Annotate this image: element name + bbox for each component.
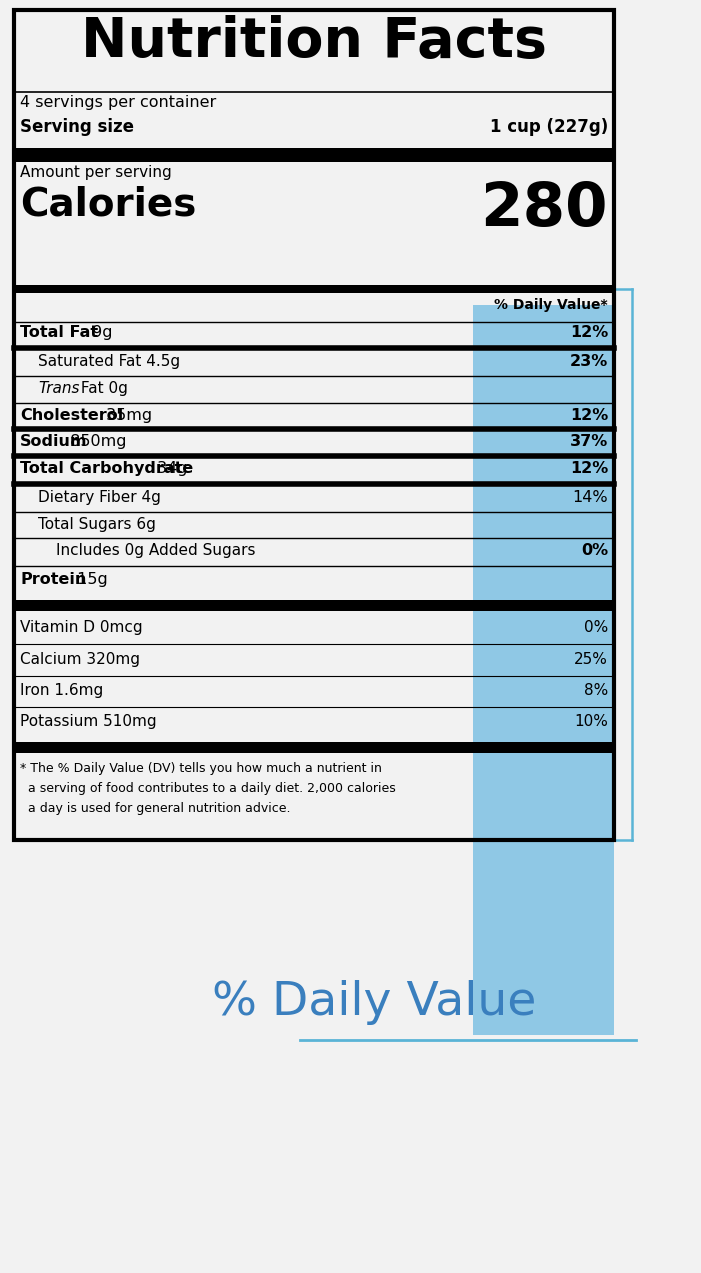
Text: 25%: 25% xyxy=(574,652,608,667)
Bar xyxy=(16,148,612,162)
Text: 23%: 23% xyxy=(570,354,608,369)
Text: 0%: 0% xyxy=(581,544,608,558)
Text: Potassium 510mg: Potassium 510mg xyxy=(20,714,156,729)
Text: % Daily Value: % Daily Value xyxy=(212,980,536,1025)
Text: Total Carbohydrate: Total Carbohydrate xyxy=(20,461,193,476)
Bar xyxy=(473,306,614,754)
Text: Iron 1.6mg: Iron 1.6mg xyxy=(20,684,103,698)
Text: Total Sugars 6g: Total Sugars 6g xyxy=(38,517,156,532)
Text: a day is used for general nutrition advice.: a day is used for general nutrition advi… xyxy=(20,802,290,815)
Text: Serving size: Serving size xyxy=(20,118,134,136)
Text: 4 servings per container: 4 servings per container xyxy=(20,95,216,109)
Bar xyxy=(16,600,612,611)
Bar xyxy=(14,10,614,840)
Text: Protein: Protein xyxy=(20,572,86,587)
Text: 850mg: 850mg xyxy=(65,434,127,449)
Text: Calcium 320mg: Calcium 320mg xyxy=(20,652,140,667)
Text: Trans: Trans xyxy=(38,381,79,396)
Text: 0%: 0% xyxy=(584,620,608,635)
Text: Nutrition Facts: Nutrition Facts xyxy=(81,15,547,69)
Text: * The % Daily Value (DV) tells you how much a nutrient in: * The % Daily Value (DV) tells you how m… xyxy=(20,763,382,775)
Bar xyxy=(473,306,614,1035)
Text: 280: 280 xyxy=(480,179,608,239)
Text: Fat 0g: Fat 0g xyxy=(76,381,128,396)
Text: 12%: 12% xyxy=(570,409,608,423)
Text: Vitamin D 0mcg: Vitamin D 0mcg xyxy=(20,620,142,635)
Text: 1 cup (227g): 1 cup (227g) xyxy=(490,118,608,136)
Text: Cholesterol: Cholesterol xyxy=(20,409,123,423)
Bar xyxy=(16,742,612,754)
Text: Calories: Calories xyxy=(20,185,196,223)
Text: 12%: 12% xyxy=(570,325,608,340)
Text: 15g: 15g xyxy=(72,572,108,587)
Text: Amount per serving: Amount per serving xyxy=(20,165,172,179)
Text: 34g: 34g xyxy=(151,461,187,476)
Text: Saturated Fat 4.5g: Saturated Fat 4.5g xyxy=(38,354,180,369)
Text: 10%: 10% xyxy=(574,714,608,729)
Text: Sodium: Sodium xyxy=(20,434,88,449)
Text: Dietary Fiber 4g: Dietary Fiber 4g xyxy=(38,490,161,505)
Text: Includes 0g Added Sugars: Includes 0g Added Sugars xyxy=(56,544,255,558)
Text: 9g: 9g xyxy=(87,325,112,340)
Text: a serving of food contributes to a daily diet. 2,000 calories: a serving of food contributes to a daily… xyxy=(20,782,396,796)
Text: 12%: 12% xyxy=(570,461,608,476)
Text: 8%: 8% xyxy=(584,684,608,698)
Bar xyxy=(16,285,612,293)
Text: % Daily Value*: % Daily Value* xyxy=(494,298,608,312)
Text: 14%: 14% xyxy=(573,490,608,505)
Text: 37%: 37% xyxy=(570,434,608,449)
Text: 35mg: 35mg xyxy=(101,409,152,423)
Text: Total Fat: Total Fat xyxy=(20,325,98,340)
